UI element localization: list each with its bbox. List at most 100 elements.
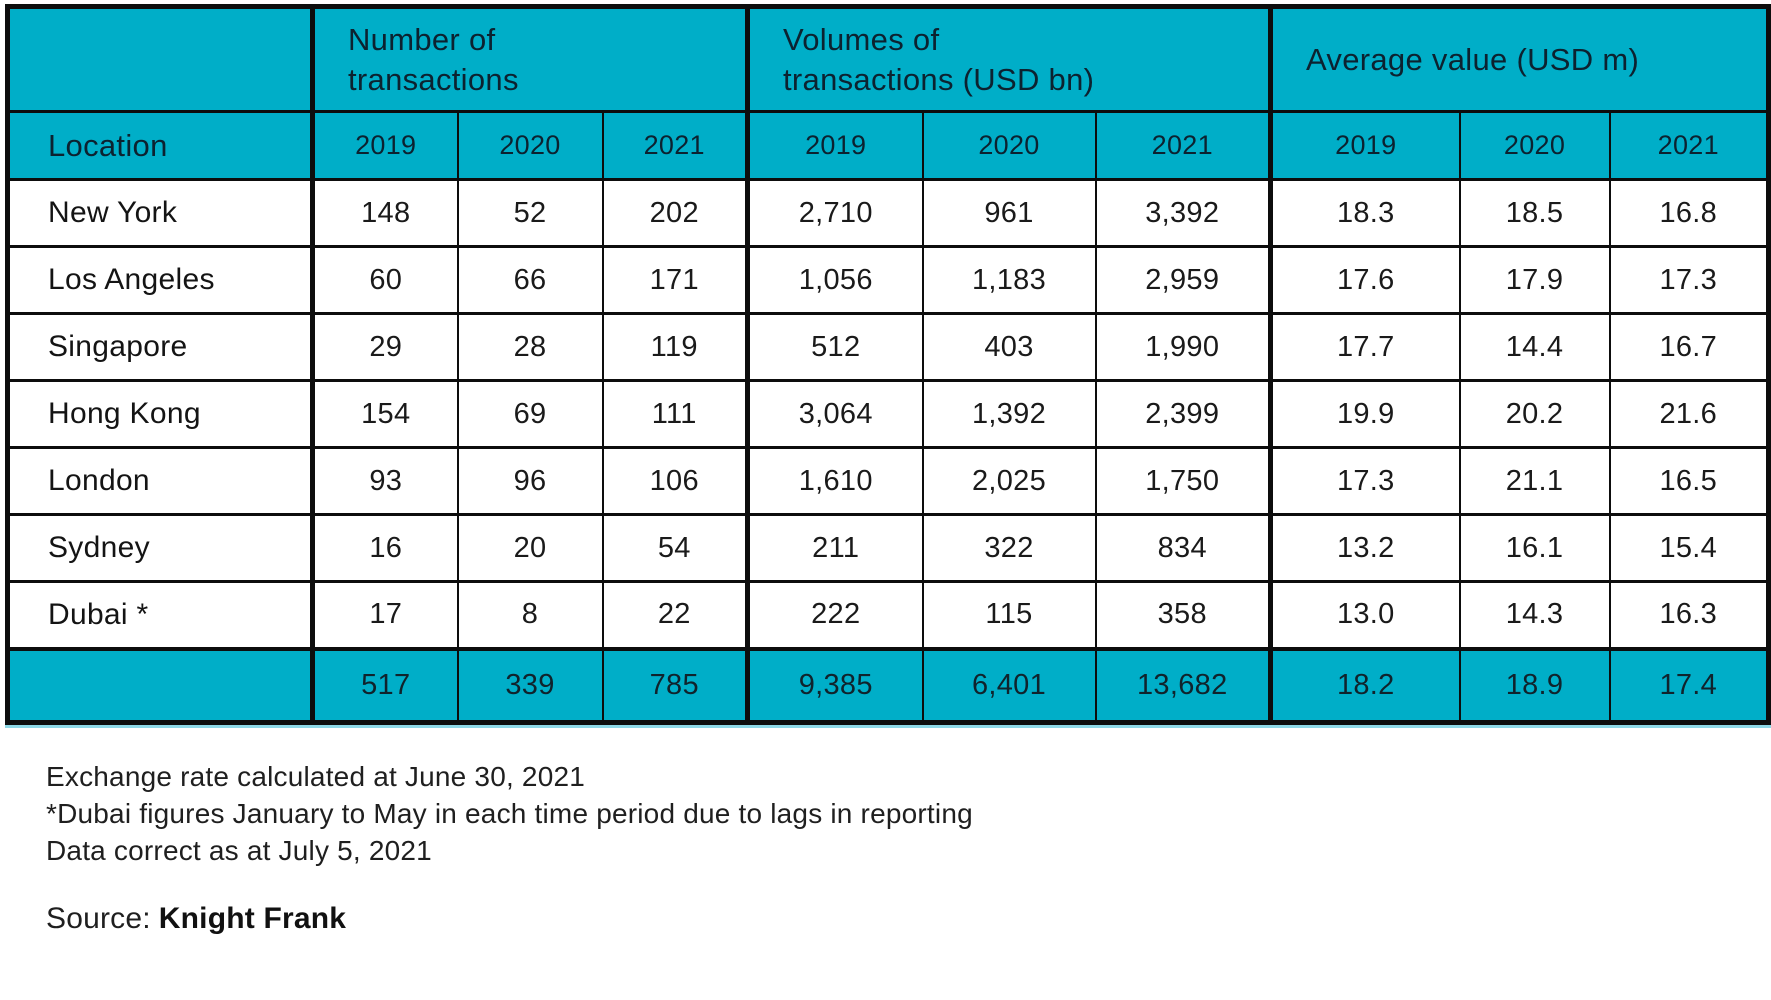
- value-cell: 111: [601, 379, 749, 449]
- value-cell: 171: [601, 245, 749, 315]
- value-cell: 69: [456, 379, 604, 449]
- value-cell: 17: [310, 580, 459, 650]
- location-cell: Dubai *: [6, 580, 314, 650]
- value-cell: 358: [1094, 580, 1272, 650]
- year-header-2019: 2019: [1268, 110, 1461, 181]
- table-row: Singapore 29 28 119 512 403 1,990 17.7 14.4 16.7: [6, 312, 1770, 382]
- value-cell: 339: [456, 646, 604, 724]
- value-cell: 17.3: [1268, 446, 1461, 516]
- value-cell: 21.1: [1458, 446, 1611, 516]
- value-cell: 16.3: [1608, 580, 1770, 650]
- year-header-2021: 2021: [1608, 110, 1770, 181]
- source-label: Source:: [46, 901, 151, 935]
- value-cell: 13,682: [1094, 646, 1272, 724]
- value-cell: 8: [456, 580, 604, 650]
- group-header-volumes: Volumes of transactions (USD bn): [744, 5, 1272, 113]
- value-cell: 22: [601, 580, 749, 650]
- location-cell: New York: [6, 178, 314, 248]
- value-cell: 1,056: [745, 245, 924, 315]
- footnote-exchange-rate: Exchange rate calculated at June 30, 202…: [46, 761, 586, 792]
- value-cell: 154: [310, 379, 459, 449]
- value-cell: 961: [921, 178, 1097, 248]
- value-cell: 1,392: [921, 379, 1097, 449]
- year-header-2019: 2019: [745, 110, 924, 181]
- year-header-row: Location 2019 2020 2021 2019 2020 2021 2…: [6, 110, 1770, 181]
- value-cell: 20: [456, 513, 604, 583]
- value-cell: 18.5: [1458, 178, 1611, 248]
- value-cell: 106: [601, 446, 749, 516]
- value-cell: 115: [921, 580, 1097, 650]
- value-cell: 3,392: [1094, 178, 1272, 248]
- value-cell: 17.3: [1608, 245, 1770, 315]
- value-cell: 60: [310, 245, 459, 315]
- value-cell: 6,401: [921, 646, 1097, 724]
- table-row: Los Angeles 60 66 171 1,056 1,183 2,959 17.6 17.…: [6, 245, 1770, 315]
- value-cell: 18.3: [1268, 178, 1461, 248]
- value-cell: 1,610: [745, 446, 924, 516]
- value-cell: 66: [456, 245, 604, 315]
- footnote-data-correct: Data correct as at July 5, 2021: [46, 834, 432, 866]
- totals-row: 517 339 785 9,385 6,401 13,682 18.2 18.9 17.4: [6, 646, 1770, 724]
- table-row: New York 148 52 202 2,710 961 3,392 18.3 18.5 16.…: [6, 178, 1770, 248]
- location-cell: Los Angeles: [6, 245, 314, 315]
- location-cell: Hong Kong: [6, 379, 314, 449]
- value-cell: 9,385: [745, 646, 924, 724]
- value-cell: 512: [745, 312, 924, 382]
- value-cell: 93: [310, 446, 459, 516]
- year-header-2020: 2020: [921, 110, 1097, 181]
- value-cell: 21.6: [1608, 379, 1770, 449]
- value-cell: 16.5: [1608, 446, 1770, 516]
- value-cell: 14.4: [1458, 312, 1611, 382]
- value-cell: 2,025: [921, 446, 1097, 516]
- value-cell: 2,959: [1094, 245, 1272, 315]
- group-header-average-value: Average value (USD m): [1268, 5, 1770, 113]
- location-cell: London: [6, 446, 314, 516]
- location-cell: Sydney: [6, 513, 314, 583]
- value-cell: 3,064: [745, 379, 924, 449]
- value-cell: 2,710: [745, 178, 924, 248]
- value-cell: 18.9: [1458, 646, 1611, 724]
- value-cell: 13.0: [1268, 580, 1461, 650]
- value-cell: 52: [456, 178, 604, 248]
- footnotes: Exchange rate calculated at June 30, 202…: [46, 759, 1771, 870]
- table-row: Hong Kong 154 69 111 3,064 1,392 2,399 19.9 20.2…: [6, 379, 1770, 449]
- value-cell: 785: [601, 646, 749, 724]
- location-cell: Singapore: [6, 312, 314, 382]
- year-header-2020: 2020: [456, 110, 604, 181]
- value-cell: 119: [601, 312, 749, 382]
- value-cell: 13.2: [1268, 513, 1461, 583]
- table-row: London 93 96 106 1,610 2,025 1,750 17.3 21.1 16.5: [6, 446, 1770, 516]
- value-cell: 29: [310, 312, 459, 382]
- value-cell: 403: [921, 312, 1097, 382]
- location-header: Location: [6, 110, 314, 181]
- value-cell: 2,399: [1094, 379, 1272, 449]
- value-cell: 211: [745, 513, 924, 583]
- value-cell: 17.7: [1268, 312, 1461, 382]
- value-cell: 1,990: [1094, 312, 1272, 382]
- location-cell: [6, 646, 314, 724]
- value-cell: 1,183: [921, 245, 1097, 315]
- value-cell: 19.9: [1268, 379, 1461, 449]
- value-cell: 17.4: [1608, 646, 1770, 724]
- value-cell: 15.4: [1608, 513, 1770, 583]
- value-cell: 16.1: [1458, 513, 1611, 583]
- value-cell: 16: [310, 513, 459, 583]
- value-cell: 834: [1094, 513, 1272, 583]
- year-header-2020: 2020: [1458, 110, 1611, 181]
- table-row: Sydney 16 20 54 211 322 834 13.2 16.1 15.4: [6, 513, 1770, 583]
- group-header-number-of-transactions: Number of transactions: [310, 5, 749, 113]
- value-cell: 96: [456, 446, 604, 516]
- source-name: Knight Frank: [158, 901, 347, 935]
- value-cell: 20.2: [1458, 379, 1611, 449]
- year-header-2021: 2021: [601, 110, 749, 181]
- value-cell: 148: [310, 178, 459, 248]
- corner-cell: [6, 5, 314, 113]
- source-line: Source: Knight Frank: [46, 902, 1771, 936]
- value-cell: 54: [601, 513, 749, 583]
- table-row: Dubai * 17 8 22 222 115 358 13.0 14.3 16.3: [6, 580, 1770, 650]
- value-cell: 16.8: [1608, 178, 1770, 248]
- year-header-2021: 2021: [1094, 110, 1272, 181]
- value-cell: 322: [921, 513, 1097, 583]
- value-cell: 28: [456, 312, 604, 382]
